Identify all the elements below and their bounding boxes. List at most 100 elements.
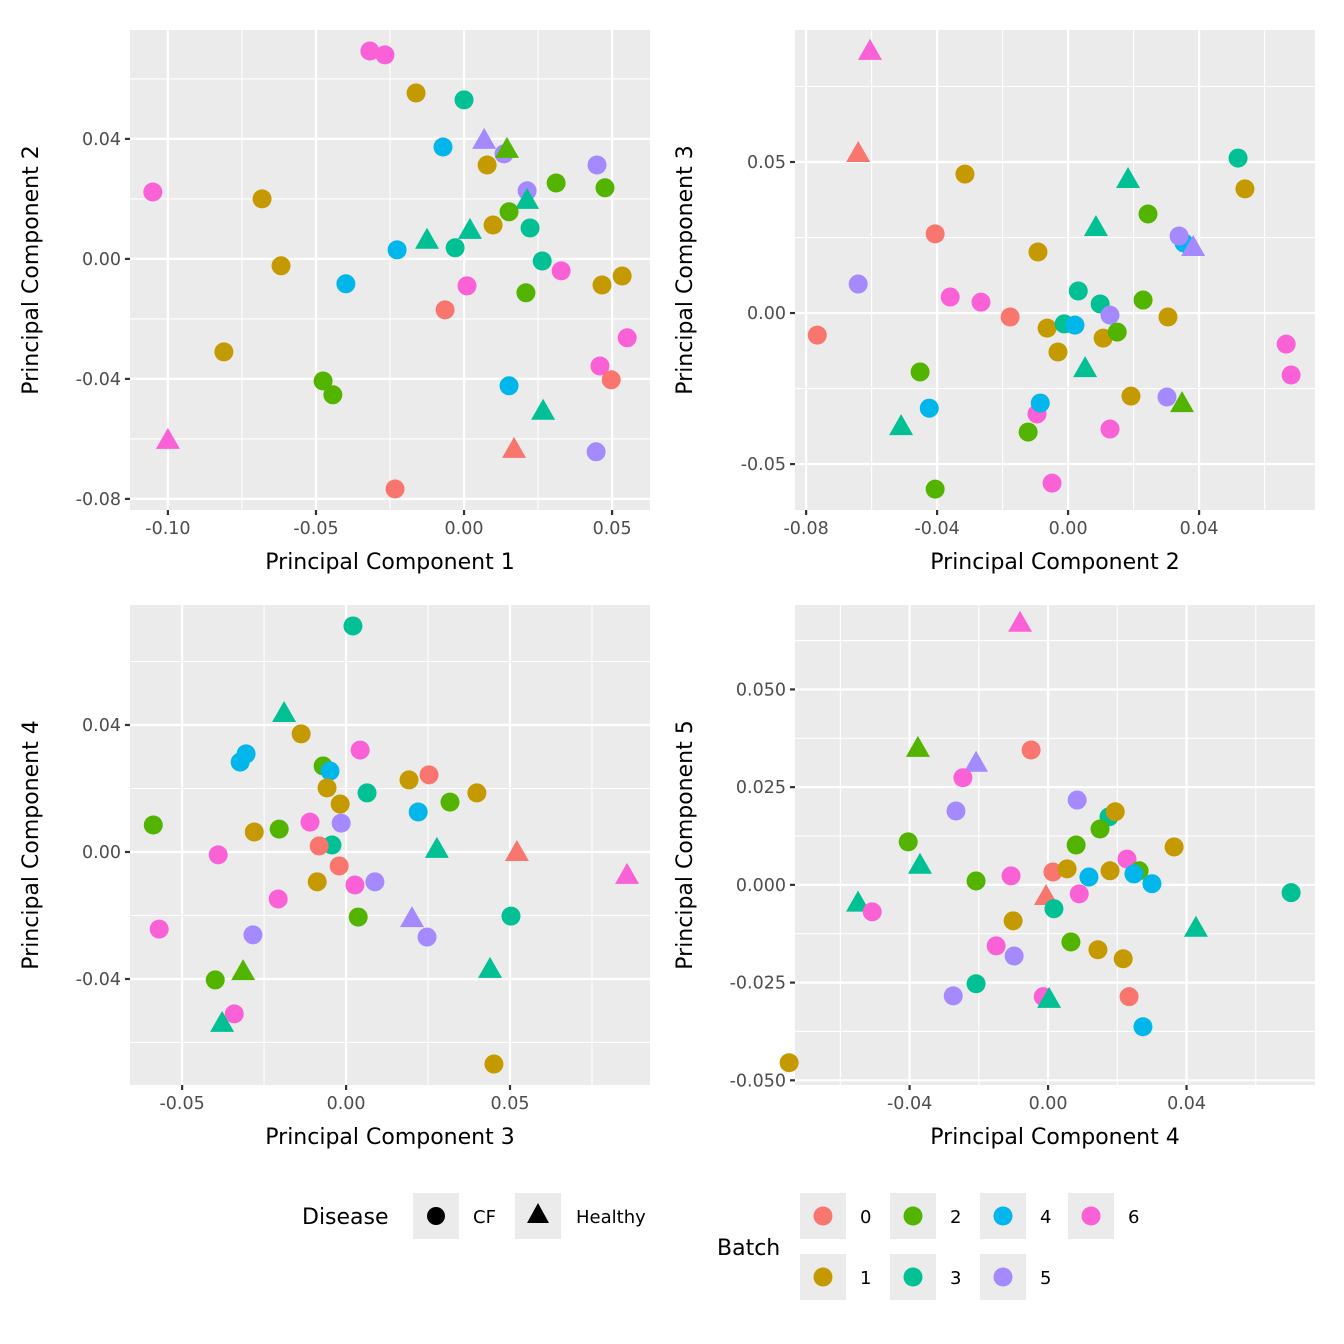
point-cf-batch-1 [244,822,264,842]
legend-label-batch-4: 4 [1040,1207,1051,1228]
point-cf-batch-2 [269,819,289,839]
point-cf-batch-2 [1107,322,1127,342]
legend-key-batch-6-circle-icon [1081,1206,1101,1226]
y-tick-label: -0.025 [730,974,786,994]
y-axis-title: Principal Component 3 [673,145,698,394]
point-cf-batch-0 [1119,987,1139,1007]
point-cf-batch-6 [953,768,973,788]
point-cf-batch-1 [1100,861,1120,881]
point-healthy-batch-3 [210,1010,235,1032]
point-cf-batch-6 [375,45,395,65]
point-cf-batch-1 [1028,242,1048,262]
point-cf-batch-6 [268,889,288,909]
point-cf-batch-2 [1018,422,1038,442]
point-cf-batch-3 [357,783,377,803]
point-healthy-batch-3 [1183,915,1208,937]
point-cf-batch-6 [986,936,1006,956]
point-cf-batch-1 [1113,949,1133,969]
point-healthy-batch-3 [515,187,540,209]
legend-key-cf-circle-icon [427,1207,445,1225]
point-cf-batch-5 [1067,790,1087,810]
point-healthy-batch-3 [415,227,440,249]
point-cf-batch-1 [1057,859,1077,879]
point-cf-batch-6 [143,182,163,202]
point-cf-batch-6 [862,902,882,922]
point-healthy-batch-3 [272,700,297,722]
point-cf-batch-5 [243,925,263,945]
legend-batch-title: Batch [717,1236,780,1261]
point-cf-batch-0 [1021,740,1041,760]
point-cf-batch-5 [586,442,606,462]
point-cf-batch-2 [1090,819,1110,839]
point-cf-batch-5 [1004,946,1024,966]
y-tick-label: 0.04 [82,130,121,150]
point-cf-batch-3 [501,906,521,926]
point-cf-batch-4 [1030,393,1050,413]
point-cf-batch-3 [1228,148,1248,168]
legend-label-batch-2: 2 [950,1207,961,1228]
point-cf-batch-6 [940,287,960,307]
point-cf-batch-6 [617,328,637,348]
point-healthy-batch-5 [472,127,497,149]
point-cf-batch-6 [1281,365,1301,385]
point-cf-batch-3 [1281,883,1301,903]
legend-disease: Disease CF Healthy [302,1193,646,1239]
point-cf-batch-5 [1169,226,1189,246]
y-tick-label: 0.00 [82,843,121,863]
panel-background [795,605,1315,1085]
point-cf-batch-0 [601,370,621,390]
point-healthy-batch-3 [889,414,914,436]
point-cf-batch-4 [1124,864,1144,884]
point-healthy-batch-0 [846,141,871,163]
point-cf-batch-2 [910,362,930,382]
point-cf-batch-0 [435,300,455,320]
point-healthy-batch-3 [846,890,871,912]
point-cf-batch-6 [208,845,228,865]
panel-1: -0.10 -0.05 0.00 0.05 -0.08 -0.04 0.00 0.04 Prin… [19,30,650,575]
points [779,610,1301,1073]
point-healthy-batch-3 [531,398,556,420]
point-cf-batch-3 [966,974,986,994]
legend-label-cf: CF [473,1207,496,1228]
legend-key-batch-1-circle-icon [813,1267,833,1287]
legend-label-batch-6: 6 [1128,1207,1139,1228]
x-tick-label: 0.00 [327,1094,366,1114]
point-cf-batch-6 [1001,866,1021,886]
point-cf-batch-2 [1066,835,1086,855]
point-cf-batch-2 [898,832,918,852]
point-healthy-batch-3 [457,217,482,239]
point-cf-batch-1 [955,164,975,184]
point-cf-batch-3 [1044,899,1064,919]
point-healthy-batch-6 [155,427,180,449]
point-cf-batch-1 [406,83,426,103]
point-cf-batch-6 [457,276,477,296]
point-cf-batch-2 [925,479,945,499]
point-cf-batch-6 [149,919,169,939]
point-cf-batch-6 [551,261,571,281]
point-cf-batch-4 [1133,1017,1153,1037]
y-tick-label: -0.04 [76,370,121,390]
point-cf-batch-3 [454,90,474,110]
point-cf-batch-2 [595,178,615,198]
x-tick-label: 0.00 [445,519,484,539]
y-tick-label: 0.05 [747,153,786,173]
point-cf-batch-4 [1142,874,1162,894]
legend-key-batch-2-circle-icon [903,1206,923,1226]
y-tick-label: -0.05 [741,455,786,475]
point-cf-batch-4 [1065,315,1085,335]
point-healthy-batch-5 [399,906,424,928]
y-tick-label: 0.050 [736,680,786,700]
point-cf-batch-4 [1079,867,1099,887]
x-tick-label: 0.05 [593,519,632,539]
point-cf-batch-2 [143,815,163,835]
legend-label-batch-5: 5 [1040,1268,1051,1289]
point-cf-batch-1 [1235,179,1255,199]
point-cf-batch-6 [1276,334,1296,354]
point-cf-batch-4 [919,398,939,418]
point-cf-batch-1 [1003,911,1023,931]
point-cf-batch-2 [1061,932,1081,952]
x-tick-label: -0.05 [159,1094,204,1114]
point-cf-batch-1 [291,724,311,744]
point-healthy-batch-3 [1037,986,1062,1008]
point-cf-batch-1 [271,256,291,276]
